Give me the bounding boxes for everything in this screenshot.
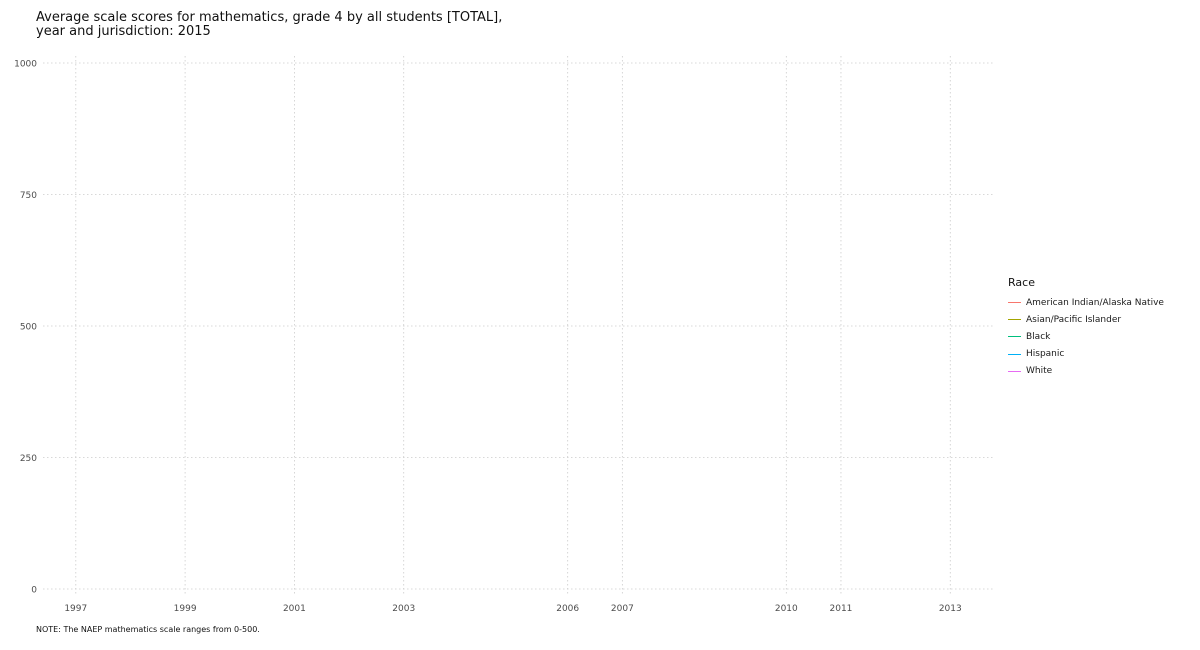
- x-tick-label: 2010: [775, 604, 798, 614]
- legend-item: White: [1008, 363, 1164, 380]
- chart-title: Average scale scores for mathematics, gr…: [36, 11, 502, 39]
- legend-label: Hispanic: [1026, 349, 1065, 360]
- legend-label: White: [1026, 366, 1053, 377]
- legend: Race American Indian/Alaska Native Asian/…: [1008, 276, 1164, 380]
- legend-swatch: [1008, 319, 1021, 321]
- y-tick-label: 750: [20, 191, 37, 201]
- legend-label: Asian/Pacific Islander: [1026, 314, 1122, 325]
- legend-label: American Indian/Alaska Native: [1026, 297, 1164, 308]
- x-tick-label: 2011: [830, 604, 853, 614]
- x-tick-label: 2001: [283, 604, 306, 614]
- footnote: NOTE: The NAEP mathematics scale ranges …: [36, 625, 260, 634]
- y-tick-label: 250: [20, 454, 37, 464]
- x-tick-label: 2003: [392, 604, 415, 614]
- legend-item: Hispanic: [1008, 346, 1164, 363]
- legend-item: Black: [1008, 328, 1164, 345]
- x-tick-label: 1997: [64, 604, 87, 614]
- legend-item: American Indian/Alaska Native: [1008, 294, 1164, 311]
- x-tick-label: 2013: [939, 604, 962, 614]
- legend-swatch: [1008, 370, 1021, 372]
- x-tick-label: 2006: [556, 604, 579, 614]
- y-tick-label: 1000: [14, 60, 37, 70]
- chart-title-line-2: year and jurisdiction: 2015: [36, 24, 211, 39]
- chart-title-line-1: Average scale scores for mathematics, gr…: [36, 10, 503, 25]
- x-tick-label: 2007: [611, 604, 634, 614]
- x-tick-label: 1999: [174, 604, 197, 614]
- legend-items: American Indian/Alaska Native Asian/Pacif…: [1008, 294, 1164, 380]
- legend-title: Race: [1008, 276, 1035, 289]
- y-tick-label: 500: [20, 323, 37, 333]
- legend-item: Asian/Pacific Islander: [1008, 311, 1164, 328]
- legend-swatch: [1008, 336, 1021, 338]
- legend-label: Black: [1026, 331, 1051, 342]
- legend-swatch: [1008, 302, 1021, 304]
- legend-swatch: [1008, 353, 1021, 355]
- y-tick-label: 0: [31, 586, 37, 596]
